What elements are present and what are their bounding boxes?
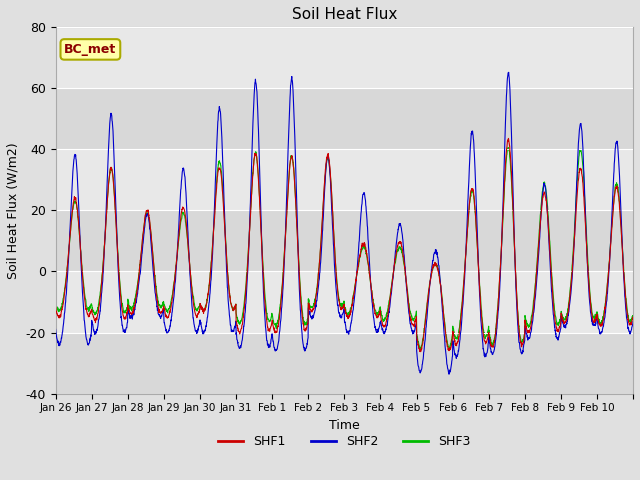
- Bar: [56, 149, 633, 210]
- Bar: [56, 272, 633, 333]
- Bar: [56, 333, 633, 394]
- Text: BC_met: BC_met: [64, 43, 116, 56]
- Legend: SHF1, SHF2, SHF3: SHF1, SHF2, SHF3: [213, 430, 476, 453]
- Bar: [56, 27, 633, 88]
- Bar: [56, 210, 633, 272]
- X-axis label: Time: Time: [329, 419, 360, 432]
- Bar: [56, 88, 633, 149]
- Title: Soil Heat Flux: Soil Heat Flux: [292, 7, 397, 22]
- Y-axis label: Soil Heat Flux (W/m2): Soil Heat Flux (W/m2): [7, 142, 20, 279]
